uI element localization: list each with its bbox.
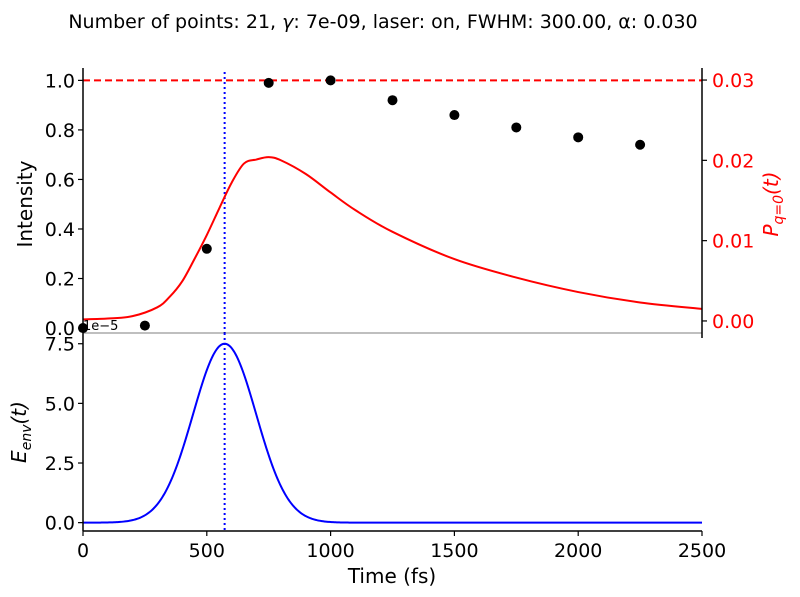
intensity-point xyxy=(449,110,460,121)
bottom-y-tick-label: 7.5 xyxy=(45,334,75,356)
bottom-y-scale-label: 1e−5 xyxy=(83,319,118,334)
right-y-axis-label: Pq=0(t) xyxy=(759,171,787,236)
top-y-tick-label: 1.0 xyxy=(45,70,75,92)
top-y-tick-label: 0.8 xyxy=(45,120,75,142)
right-y-tick-label: 0.01 xyxy=(712,231,754,253)
top-y-tick-label: 0.0 xyxy=(45,318,75,340)
right-y-tick-label: 0.02 xyxy=(712,150,754,172)
bottom-y-axis-label: Eenv(t) xyxy=(7,401,35,463)
top-y-tick-label: 0.6 xyxy=(45,169,75,191)
intensity-point xyxy=(139,320,150,331)
intensity-point xyxy=(387,95,398,106)
intensity-point xyxy=(325,75,336,86)
bottom-panel: 0.0 2.5 5.0 7.5 0 500 1000 1500 2000 2500 xyxy=(45,333,726,562)
intensity-point xyxy=(511,122,522,133)
intensity-point xyxy=(201,243,212,254)
bottom-y-tick-label: 5.0 xyxy=(45,393,75,415)
x-tick-label: 2500 xyxy=(678,540,726,562)
intensity-point xyxy=(573,132,584,143)
right-y-tick-label: 0.03 xyxy=(712,70,754,92)
envelope-curve xyxy=(83,342,702,524)
intensity-point xyxy=(263,77,274,88)
bottom-y-tick-label: 0.0 xyxy=(45,513,75,535)
x-tick-label: 500 xyxy=(189,540,225,562)
x-tick-label: 0 xyxy=(77,540,89,562)
x-tick-label: 2000 xyxy=(554,540,602,562)
top-y-tick-label: 0.2 xyxy=(45,269,75,291)
bottom-y-tick-label: 2.5 xyxy=(45,453,75,475)
x-tick-label: 1000 xyxy=(306,540,354,562)
x-axis-label: Time (fs) xyxy=(347,564,436,588)
top-panel: 0.0 0.2 0.4 0.6 0.8 1.0 0.00 0.01 0.02 0.03 xyxy=(45,68,754,340)
pq0-curve xyxy=(82,156,703,321)
top-y-axis-label: Intensity xyxy=(13,160,37,247)
intensity-point xyxy=(635,139,646,150)
chart-title: Number of points: 21, γ: 7e-09, laser: o… xyxy=(68,11,697,33)
x-tick-label: 1500 xyxy=(430,540,478,562)
top-y-tick-label: 0.4 xyxy=(45,219,75,241)
right-y-tick-label: 0.00 xyxy=(712,311,754,333)
